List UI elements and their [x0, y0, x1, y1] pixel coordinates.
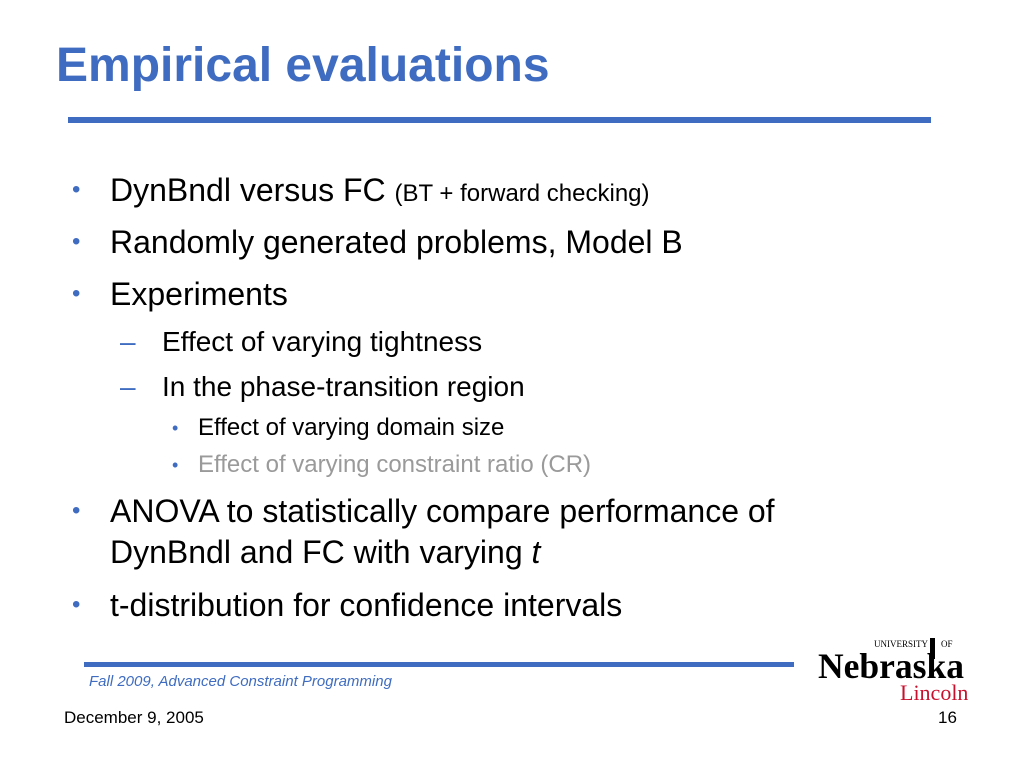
bullet-mark: • [72, 228, 81, 255]
footer-date: December 9, 2005 [64, 708, 204, 727]
bullet-text: Randomly generated problems, Model B [110, 224, 683, 260]
bullet-list: • DynBndl versus FC (BT + forward checki… [72, 172, 775, 623]
footer-course-title: Fall 2009, Advanced Constraint Programmi… [89, 673, 392, 690]
bullet-italic-variable: t [531, 534, 541, 570]
bullet-text: Experiments [110, 276, 288, 312]
bullet-text-line2: DynBndl and FC with varying [110, 534, 523, 570]
sub-bullet-text: Effect of varying tightness [162, 326, 483, 357]
slide-title: Empirical evaluations [56, 39, 550, 92]
bullet-text: t-distribution for confidence intervals [110, 587, 623, 623]
bullet-mark: • [72, 591, 81, 618]
footer-rule [84, 662, 794, 667]
bullet-mark: • [72, 176, 81, 203]
bullet-text-line1: ANOVA to statistically compare performan… [110, 493, 775, 529]
university-logo-icon: UNIVERSITY OF Nebraska Lincoln [818, 638, 968, 702]
sub-sub-bullet-text: Effect of varying constraint ratio (CR) [198, 451, 592, 478]
logo-university-text: UNIVERSITY [874, 639, 928, 649]
bullet-mark: • [172, 418, 179, 438]
dash-mark: – [120, 371, 136, 402]
logo-of-text: OF [941, 639, 953, 649]
logo-name-text: Nebraska [818, 646, 964, 686]
dash-mark: – [120, 326, 136, 357]
sub-bullet-text: In the phase-transition region [162, 371, 525, 402]
sub-sub-bullet-text: Effect of varying domain size [198, 414, 505, 441]
logo-city-text: Lincoln [900, 680, 968, 702]
slide-number: 16 [938, 708, 957, 727]
bullet-mark: • [172, 455, 179, 475]
bullet-mark: • [72, 497, 81, 524]
logo-divider [930, 638, 935, 659]
bullet-text: DynBndl versus FC [110, 172, 386, 208]
title-underline [68, 117, 931, 123]
bullet-mark: • [72, 280, 81, 307]
bullet-suffix: (BT + forward checking) [394, 180, 650, 207]
